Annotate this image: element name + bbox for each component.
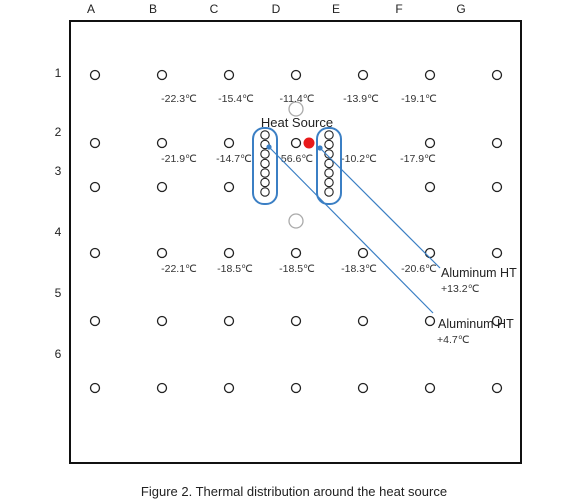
tube-sensor-point <box>324 187 334 197</box>
sensor-point <box>290 315 302 327</box>
temp-label: -21.9℃ <box>161 153 197 165</box>
temp-label: -18.5℃ <box>279 263 315 275</box>
sensor-point <box>290 137 302 149</box>
column-label-f: F <box>395 2 402 16</box>
tube-sensor-point <box>260 168 270 178</box>
tube-sensor-point <box>260 187 270 197</box>
grey-sensor-lower <box>288 213 304 229</box>
tube-sensor-point <box>260 177 270 188</box>
sensor-point <box>491 181 503 193</box>
heat-tube-left <box>252 127 278 205</box>
column-label-c: C <box>210 2 219 16</box>
sensor-point <box>156 315 168 327</box>
row-label-1: 1 <box>55 66 62 80</box>
column-label-e: E <box>332 2 340 16</box>
sensor-point <box>491 69 503 81</box>
heat-tube-right <box>316 127 342 205</box>
sensor-point <box>491 315 503 327</box>
aluminum-ht-label-1: Aluminum HT <box>441 266 517 280</box>
temp-label: -17.9℃ <box>400 153 436 165</box>
row-label-5: 5 <box>55 286 62 300</box>
row-label-4: 4 <box>55 225 62 239</box>
aluminum-ht-value-1: +13.2℃ <box>441 283 480 295</box>
heat-tube-sensors <box>260 130 334 197</box>
row-label-3: 3 <box>55 164 62 178</box>
sensor-point <box>290 247 302 259</box>
sensor-point <box>223 247 235 259</box>
sensor-point <box>357 382 369 394</box>
leader-dot <box>266 144 272 150</box>
tube-sensor-point <box>324 177 334 188</box>
sensor-point <box>156 69 168 81</box>
sensor-point <box>424 382 436 394</box>
sensor-point <box>89 69 101 81</box>
temp-label: -14.7℃ <box>216 153 252 165</box>
column-label-g: G <box>456 2 465 16</box>
temp-label: -11.4℃ <box>280 93 315 105</box>
temp-label: -18.3℃ <box>341 263 377 275</box>
sensor-point <box>223 382 235 394</box>
thermal-diagram: A B C D E F G 1 2 3 4 5 6 -22.3℃ -15.4℃ … <box>55 2 522 464</box>
sensor-point <box>424 247 436 259</box>
sensor-point <box>290 69 302 81</box>
sensor-grid <box>89 69 503 394</box>
column-label-b: B <box>149 2 157 16</box>
column-label-a: A <box>87 2 95 16</box>
row-label-6: 6 <box>55 347 62 361</box>
grey-sensor-upper <box>288 101 304 117</box>
sensor-point <box>223 69 235 81</box>
temp-label: -22.1℃ <box>161 263 197 275</box>
leader-dot <box>317 145 323 151</box>
temp-label: -22.3℃ <box>161 93 197 105</box>
sensor-point <box>491 247 503 259</box>
temp-label: -13.9℃ <box>343 93 379 105</box>
sensor-point <box>424 69 436 81</box>
sensor-point <box>89 382 101 394</box>
sensor-point <box>290 382 302 394</box>
sensor-point <box>357 69 369 81</box>
tube-sensor-point <box>324 158 334 169</box>
sensor-point <box>491 137 503 149</box>
tube-sensor-point <box>260 130 270 140</box>
temp-label: -19.1℃ <box>401 93 437 105</box>
sensor-point <box>89 137 101 149</box>
temp-label: -20.6℃ <box>401 263 437 275</box>
temp-label: -15.4℃ <box>218 93 254 105</box>
sensor-point <box>156 382 168 394</box>
heat-source-label: Heat Source <box>261 115 333 130</box>
sensor-point <box>357 315 369 327</box>
sensor-point <box>89 181 101 193</box>
sensor-point <box>223 137 235 149</box>
temp-label: -10.2℃ <box>341 153 377 165</box>
aluminum-ht-leader-line-2 <box>268 146 434 314</box>
sensor-point <box>223 315 235 327</box>
tube-sensor-point <box>324 139 334 150</box>
temp-label: 56.6℃ <box>281 153 313 165</box>
sensor-point <box>89 247 101 259</box>
sensor-point <box>89 315 101 327</box>
tube-sensor-point <box>324 130 334 140</box>
tube-sensor-point <box>324 149 334 159</box>
tube-sensor-point <box>324 168 334 178</box>
sensor-point <box>491 382 503 394</box>
column-label-d: D <box>272 2 281 16</box>
sensor-point <box>156 137 168 149</box>
tube-sensor-point <box>260 149 270 159</box>
aluminum-ht-label-2: Aluminum HT <box>438 317 514 331</box>
aluminum-ht-value-2: +4.7℃ <box>437 334 470 346</box>
sensor-point <box>424 137 436 149</box>
temp-label: -18.5℃ <box>217 263 253 275</box>
diagram-frame <box>69 20 522 464</box>
sensor-point <box>424 315 436 327</box>
aluminum-ht-leader-line-1 <box>319 147 441 269</box>
sensor-point <box>223 181 235 193</box>
sensor-point <box>156 247 168 259</box>
sensor-point <box>156 181 168 193</box>
heat-source-dot <box>303 137 315 149</box>
figure-caption: Figure 2. Thermal distribution around th… <box>140 484 448 499</box>
sensor-point <box>424 181 436 193</box>
tube-sensor-point <box>260 158 270 169</box>
row-label-2: 2 <box>55 125 62 139</box>
sensor-point <box>357 247 369 259</box>
